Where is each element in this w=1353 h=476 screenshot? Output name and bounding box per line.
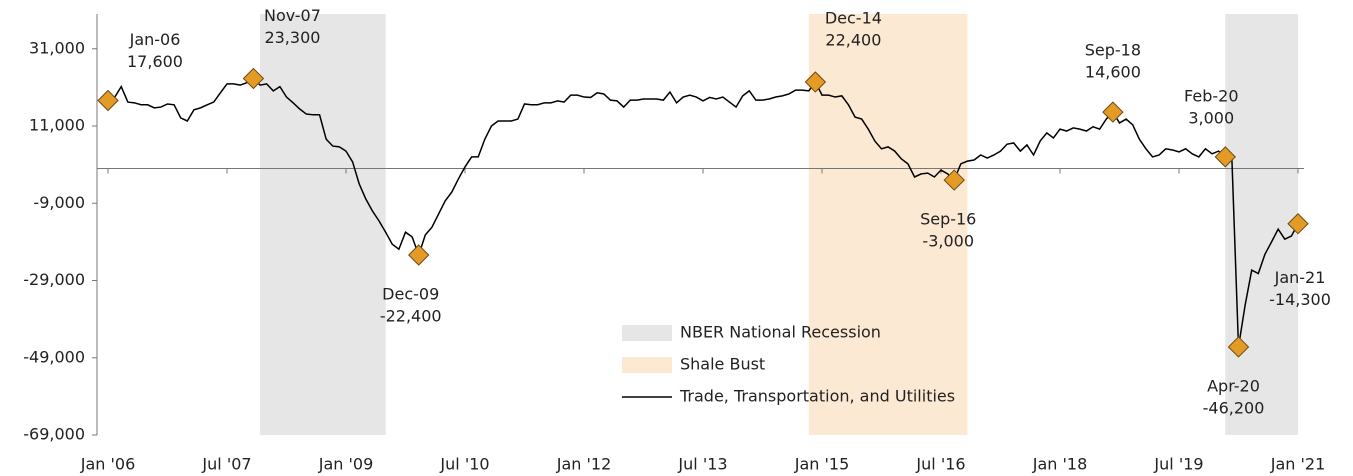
y-tick-label: -29,000	[23, 270, 85, 289]
annotation-label: Sep-18	[1085, 41, 1141, 60]
annotation-label: Nov-07	[264, 6, 321, 25]
annotation-value: 17,600	[127, 52, 183, 71]
x-tick-label: Jan '12	[556, 455, 612, 474]
annotation-marker	[97, 89, 119, 112]
annotation-label: Feb-20	[1184, 86, 1238, 105]
x-tick-label: Jul '19	[1153, 455, 1203, 474]
annotation-label: Dec-09	[382, 285, 439, 304]
annotation-marker	[804, 71, 827, 93]
y-tick-label: -69,000	[23, 425, 85, 444]
annotation-label: Apr-20	[1207, 376, 1260, 395]
x-tick-label: Jul '10	[439, 455, 489, 474]
y-tick-label: -49,000	[23, 347, 85, 366]
x-tick-label: Jul '13	[677, 455, 727, 474]
annotation-value: -14,300	[1269, 290, 1331, 309]
annotation-value: -46,200	[1203, 398, 1265, 417]
annotation-label: Dec-14	[825, 8, 882, 27]
annotation-marker	[1227, 336, 1250, 358]
annotation-value: -3,000	[922, 232, 974, 251]
annotation-value: 3,000	[1188, 108, 1234, 127]
legend-label: NBER National Recession	[680, 323, 881, 342]
legend-swatch	[622, 325, 672, 341]
x-tick-label: Jan '21	[1270, 455, 1326, 474]
annotation-value: 23,300	[264, 28, 320, 47]
annotation-label: Sep-16	[920, 210, 976, 229]
y-tick-label: -9,000	[33, 193, 85, 212]
y-tick-label: 31,000	[29, 38, 85, 57]
x-tick-label: Jul '07	[201, 455, 251, 474]
x-tick-label: Jan '15	[794, 455, 850, 474]
legend-swatch	[622, 357, 672, 373]
annotation-label: Jan-21	[1274, 268, 1326, 287]
legend-label: Shale Bust	[680, 355, 765, 374]
x-tick-label: Jan '18	[1032, 455, 1088, 474]
annotation-marker	[242, 67, 265, 90]
series-line	[107, 77, 1299, 348]
annotation-label: Jan-06	[129, 30, 181, 49]
annotation-marker	[1102, 101, 1124, 123]
annotation-value: 22,400	[825, 30, 881, 49]
legend-label: Trade, Transportation, and Utilities	[679, 387, 955, 406]
x-tick-label: Jul '16	[915, 455, 965, 474]
annotation-marker	[1287, 213, 1309, 235]
x-tick-label: Jan '06	[80, 455, 136, 474]
shaded-region	[260, 14, 386, 435]
shaded-region	[1225, 14, 1298, 435]
annotation-marker	[408, 244, 430, 266]
shaded-region	[808, 14, 968, 435]
y-tick-label: 11,000	[29, 116, 85, 135]
annotation-marker	[1214, 146, 1236, 168]
annotation-marker	[943, 169, 965, 191]
annotation-value: 14,600	[1085, 63, 1141, 82]
annotation-value: -22,400	[380, 307, 442, 326]
x-tick-label: Jan '09	[318, 455, 374, 474]
